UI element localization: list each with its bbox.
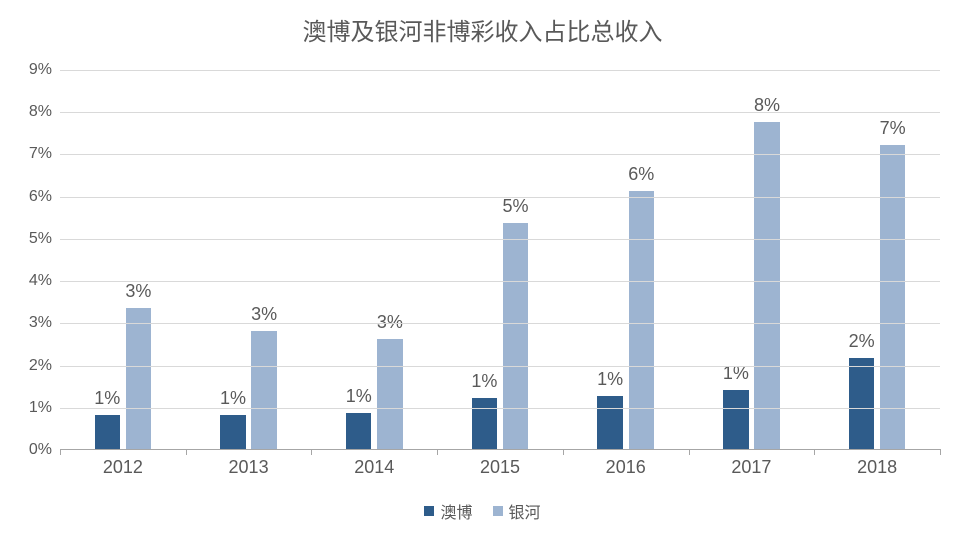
gridline xyxy=(60,408,940,409)
x-tick-label: 2016 xyxy=(606,449,646,478)
y-tick-label: 5% xyxy=(29,230,60,248)
bar xyxy=(503,223,528,449)
legend-item: 澳博 xyxy=(424,499,472,523)
data-label: 3% xyxy=(234,304,294,325)
legend-item: 银河 xyxy=(493,499,541,523)
x-tick-label: 2015 xyxy=(480,449,520,478)
bar xyxy=(849,358,874,449)
x-tick-mark xyxy=(311,449,312,455)
y-tick-label: 7% xyxy=(29,145,60,163)
y-tick-label: 4% xyxy=(29,272,60,290)
bar xyxy=(880,145,905,449)
data-label: 5% xyxy=(486,196,546,217)
gridline xyxy=(60,154,940,155)
gridline xyxy=(60,197,940,198)
bar xyxy=(377,339,402,449)
x-tick-mark xyxy=(940,449,941,455)
x-tick-mark xyxy=(437,449,438,455)
x-tick-label: 2018 xyxy=(857,449,897,478)
gridline xyxy=(60,70,940,71)
y-tick-label: 2% xyxy=(29,357,60,375)
bar xyxy=(251,331,276,449)
bar xyxy=(754,122,779,449)
legend-swatch xyxy=(493,506,503,516)
y-tick-label: 8% xyxy=(29,103,60,121)
chart-title: 澳博及银河非博彩收入占比总收入 xyxy=(0,0,965,47)
bar xyxy=(346,413,371,449)
bar xyxy=(472,398,497,449)
legend: 澳博 银河 xyxy=(0,499,965,523)
bar xyxy=(597,396,622,449)
gridline xyxy=(60,112,940,113)
y-tick-label: 9% xyxy=(29,61,60,79)
chart-container: 澳博及银河非博彩收入占比总收入 1%3%1%3%1%3%1%5%1%6%1%8%… xyxy=(0,0,965,533)
gridline xyxy=(60,366,940,367)
y-tick-label: 3% xyxy=(29,314,60,332)
x-tick-mark xyxy=(60,449,61,455)
bars-layer: 1%3%1%3%1%3%1%5%1%6%1%8%2%7% xyxy=(60,70,940,449)
gridline xyxy=(60,281,940,282)
bar xyxy=(629,191,654,449)
bar xyxy=(126,308,151,449)
x-tick-mark xyxy=(689,449,690,455)
y-tick-label: 0% xyxy=(29,441,60,459)
x-tick-mark xyxy=(186,449,187,455)
x-tick-label: 2012 xyxy=(103,449,143,478)
x-tick-label: 2017 xyxy=(731,449,771,478)
plot-area: 1%3%1%3%1%3%1%5%1%6%1%8%2%7% 0%1%2%3%4%5… xyxy=(60,70,940,450)
legend-label: 银河 xyxy=(509,499,541,523)
x-tick-mark xyxy=(814,449,815,455)
data-label: 7% xyxy=(863,118,923,139)
legend-swatch xyxy=(424,506,434,516)
y-tick-label: 1% xyxy=(29,399,60,417)
x-tick-label: 2013 xyxy=(229,449,269,478)
y-tick-label: 6% xyxy=(29,188,60,206)
gridline xyxy=(60,239,940,240)
bar xyxy=(95,415,120,449)
legend-label: 澳博 xyxy=(440,499,472,523)
x-tick-label: 2014 xyxy=(354,449,394,478)
x-tick-mark xyxy=(563,449,564,455)
bar xyxy=(723,390,748,449)
data-label: 3% xyxy=(108,281,168,302)
gridline xyxy=(60,323,940,324)
data-label: 6% xyxy=(611,164,671,185)
bar xyxy=(220,415,245,449)
